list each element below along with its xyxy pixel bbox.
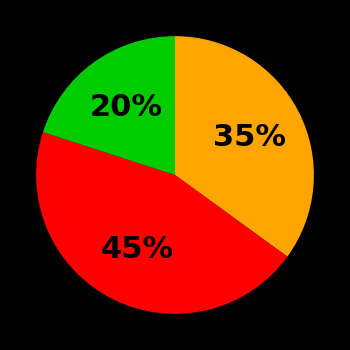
Wedge shape bbox=[36, 132, 287, 314]
Wedge shape bbox=[43, 36, 175, 175]
Text: 20%: 20% bbox=[90, 93, 162, 122]
Wedge shape bbox=[175, 36, 314, 257]
Text: 35%: 35% bbox=[213, 122, 286, 152]
Text: 45%: 45% bbox=[100, 235, 174, 264]
